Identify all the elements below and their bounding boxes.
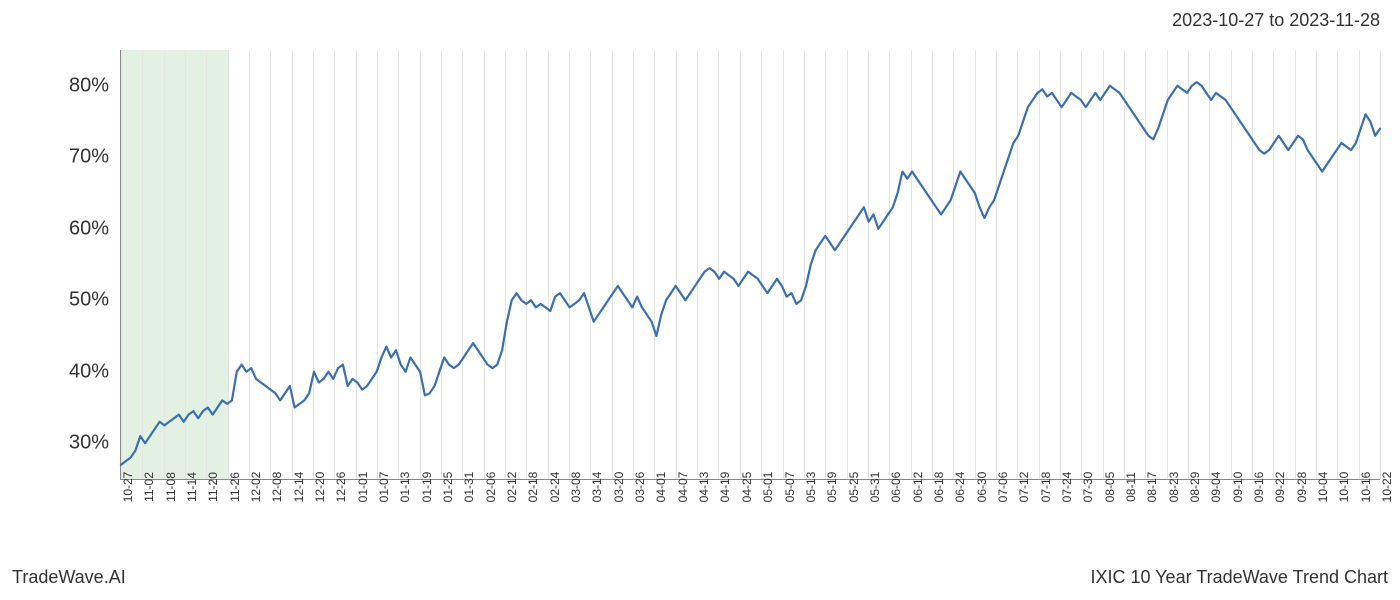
x-tick-label: 06-24 (953, 472, 967, 503)
x-tick-label: 05-07 (783, 472, 797, 503)
x-tick-label: 01-19 (420, 472, 434, 503)
x-tick-label: 10-27 (121, 472, 135, 503)
x-tick-label: 05-01 (761, 472, 775, 503)
x-tick-label: 09-10 (1231, 472, 1245, 503)
x-tick-label: 07-06 (996, 472, 1010, 503)
x-tick-label: 07-18 (1039, 472, 1053, 503)
x-tick-label: 12-26 (334, 472, 348, 503)
x-tick-label: 11-14 (185, 472, 199, 502)
x-tick-label: 10-22 (1380, 472, 1394, 503)
x-tick-label: 11-20 (206, 472, 220, 502)
x-tick-label: 12-08 (270, 472, 284, 503)
x-tick-label: 04-19 (718, 472, 732, 503)
x-tick-label: 04-25 (740, 472, 754, 503)
x-tick-label: 10-16 (1359, 472, 1373, 503)
x-tick-label: 05-19 (825, 472, 839, 503)
footer-brand: TradeWave.AI (12, 567, 126, 588)
x-tick-label: 01-25 (441, 472, 455, 503)
x-tick-label: 10-10 (1337, 472, 1351, 503)
x-tick-label: 04-07 (676, 472, 690, 503)
y-tick-label: 30% (69, 432, 109, 455)
x-tick-label: 04-01 (654, 472, 668, 503)
trend-line (121, 50, 1380, 479)
x-tick-label: 05-31 (868, 472, 882, 503)
x-tick-label: 03-14 (590, 472, 604, 503)
x-tick-label: 07-30 (1081, 472, 1095, 503)
x-tick-label: 11-26 (228, 472, 242, 502)
x-tick-label: 12-02 (249, 472, 263, 503)
x-tick-label: 02-12 (505, 472, 519, 503)
x-tick-label: 01-07 (377, 472, 391, 503)
x-tick-label: 09-04 (1209, 472, 1223, 503)
x-tick-label: 04-13 (697, 472, 711, 503)
x-tick-label: 07-12 (1017, 472, 1031, 503)
x-tick-label: 10-04 (1316, 472, 1330, 503)
x-tick-label: 02-24 (548, 472, 562, 503)
x-tick-label: 03-26 (633, 472, 647, 503)
x-tick-label: 12-14 (292, 472, 306, 503)
x-tick-label: 01-31 (462, 472, 476, 503)
x-tick-label: 11-02 (142, 472, 156, 502)
y-tick-label: 80% (69, 74, 109, 97)
x-tick-label: 07-24 (1060, 472, 1074, 503)
y-tick-label: 40% (69, 360, 109, 383)
x-tick-label: 01-13 (398, 472, 412, 503)
x-tick-label: 09-16 (1252, 472, 1266, 503)
x-tick-label: 03-20 (612, 472, 626, 503)
x-tick-label: 09-28 (1295, 472, 1309, 503)
x-tick-label: 05-25 (847, 472, 861, 503)
x-tick-label: 08-11 (1124, 472, 1138, 502)
chart-area: 30%40%50%60%70%80% 10-2711-0211-0811-141… (120, 50, 1380, 480)
y-tick-label: 50% (69, 289, 109, 312)
x-tick-label: 08-29 (1188, 472, 1202, 503)
x-tick-label: 08-05 (1103, 472, 1117, 503)
x-tick-label: 08-17 (1145, 472, 1159, 503)
x-tick-label: 03-08 (569, 472, 583, 503)
y-tick-label: 60% (69, 217, 109, 240)
x-tick-label: 06-06 (889, 472, 903, 503)
x-tick-label: 02-06 (484, 472, 498, 503)
x-tick-label: 08-23 (1167, 472, 1181, 503)
footer-title: IXIC 10 Year TradeWave Trend Chart (1091, 567, 1389, 588)
x-tick-label: 02-18 (526, 472, 540, 503)
x-tick-label: 09-22 (1273, 472, 1287, 503)
plot-region: 30%40%50%60%70%80% 10-2711-0211-0811-141… (120, 50, 1380, 480)
x-tick-label: 11-08 (164, 472, 178, 502)
x-tick-label: 12-20 (313, 472, 327, 503)
date-range-label: 2023-10-27 to 2023-11-28 (1172, 10, 1380, 31)
x-tick-label: 06-18 (932, 472, 946, 503)
x-tick-label: 06-30 (975, 472, 989, 503)
x-tick-label: 05-13 (804, 472, 818, 503)
x-tick-label: 06-12 (911, 472, 925, 503)
x-tick-label: 01-01 (356, 472, 370, 503)
y-tick-label: 70% (69, 146, 109, 169)
